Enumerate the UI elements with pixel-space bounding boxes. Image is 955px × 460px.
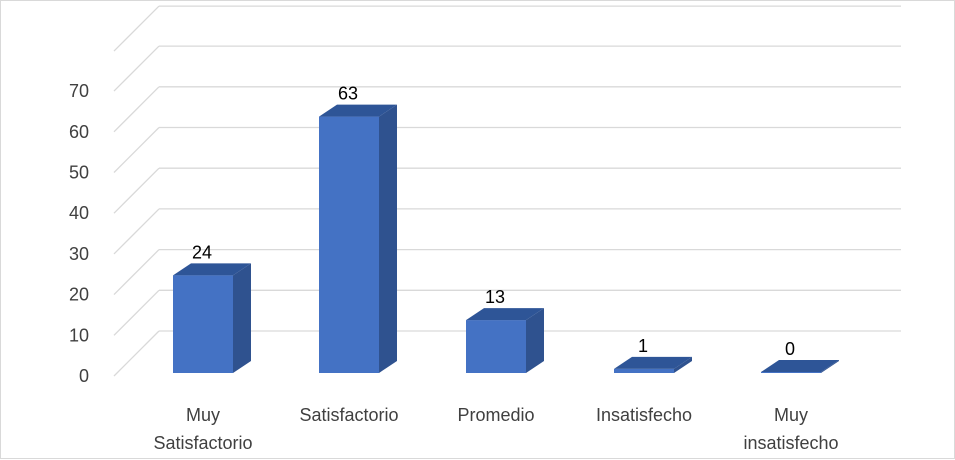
data-label: 63: [338, 84, 358, 104]
category-label: Muy: [186, 405, 220, 425]
y-tick-label: 70: [69, 81, 89, 101]
y-tick-label: 30: [69, 244, 89, 264]
data-label: 24: [192, 242, 212, 262]
y-tick-label: 40: [69, 203, 89, 223]
bar: [761, 372, 821, 373]
gridline-side-0: [113, 330, 160, 377]
gridline-side-40: [113, 167, 160, 214]
y-tick-label: 20: [69, 285, 89, 305]
bar: [319, 116, 379, 373]
bar-side: [674, 356, 692, 373]
y-tick-label: 60: [69, 122, 89, 142]
category-label: Insatisfecho: [596, 405, 692, 425]
bar-side: [526, 308, 544, 373]
bar: [173, 275, 233, 373]
category-label: Muy: [774, 405, 808, 425]
bar-top: [614, 356, 692, 369]
bar-top: [761, 360, 839, 372]
gridline-side-30: [113, 208, 160, 255]
y-tick-label: 50: [69, 163, 89, 183]
data-label: 1: [638, 336, 648, 356]
category-label: Satisfactorio: [299, 405, 398, 425]
y-tick-label: 10: [69, 325, 89, 345]
bar-side: [821, 360, 839, 373]
category-label: Satisfactorio: [153, 433, 252, 453]
bar-top: [173, 263, 251, 276]
category-label: insatisfecho: [743, 433, 838, 453]
y-tick-label: 0: [79, 366, 89, 386]
gridline-side-50: [113, 127, 160, 173]
bar: [614, 368, 674, 373]
category-label: Promedio: [457, 405, 534, 425]
bar-side: [379, 104, 397, 373]
gridline-side-70: [113, 45, 160, 92]
gridline-side-10: [113, 289, 160, 336]
bar-top: [466, 308, 544, 321]
bar: [466, 320, 526, 373]
data-label: 0: [785, 339, 795, 359]
gridline-side-top: [113, 5, 160, 52]
bar-side: [233, 263, 251, 373]
gridline-side-60: [113, 86, 160, 133]
bar-top: [319, 104, 397, 117]
data-label: 13: [485, 287, 505, 307]
gridline-side-20: [113, 249, 160, 296]
